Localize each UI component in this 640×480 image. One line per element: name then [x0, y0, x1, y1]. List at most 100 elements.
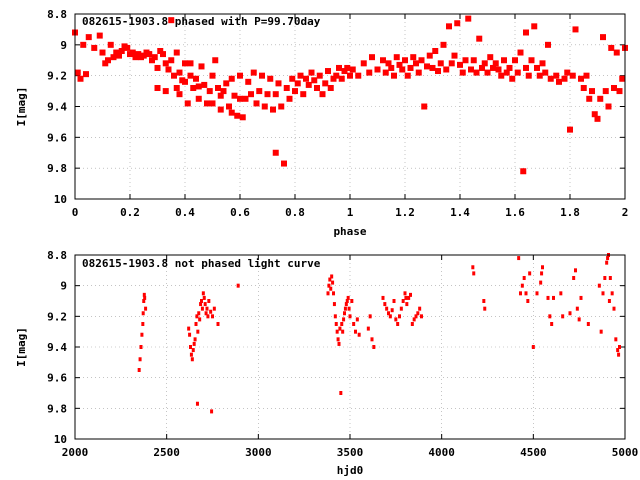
data-point	[407, 64, 414, 71]
data-point	[253, 100, 260, 107]
data-point	[129, 49, 136, 56]
data-point	[146, 51, 153, 58]
data-point	[149, 57, 155, 64]
data-point	[340, 322, 344, 326]
data-point	[189, 352, 193, 357]
data-point	[200, 299, 203, 303]
data-point	[416, 311, 420, 316]
data-point	[396, 61, 403, 68]
data-point	[536, 72, 543, 79]
data-point	[404, 295, 408, 300]
data-point	[190, 85, 197, 91]
plot-frame	[74, 13, 626, 200]
data-point	[559, 291, 563, 296]
data-point	[292, 88, 298, 95]
x-tick-label: 1.6	[505, 206, 525, 219]
data-point	[446, 23, 452, 30]
data-point	[600, 34, 606, 41]
data-point	[190, 357, 194, 362]
data-point	[346, 295, 350, 300]
data-point	[409, 292, 412, 297]
data-point	[574, 268, 577, 273]
data-point	[470, 57, 477, 64]
data-point	[589, 88, 595, 95]
data-point	[479, 64, 485, 71]
data-point	[141, 322, 145, 326]
data-point	[355, 72, 362, 79]
data-point	[344, 302, 348, 307]
y-tick-label: 8.8	[47, 8, 67, 21]
data-point	[344, 64, 351, 71]
data-point	[405, 302, 409, 307]
data-point	[349, 66, 356, 73]
data-point	[512, 57, 518, 64]
data-point	[338, 75, 345, 82]
data-point	[366, 326, 370, 331]
data-point	[372, 345, 376, 349]
data-point	[83, 71, 89, 78]
data-point	[341, 329, 345, 334]
data-point	[490, 64, 496, 71]
data-point	[275, 80, 282, 87]
data-point	[616, 348, 620, 353]
data-point	[142, 299, 146, 303]
data-point	[187, 72, 194, 79]
data-point	[616, 88, 623, 95]
data-point	[327, 85, 334, 91]
data-point	[193, 337, 197, 342]
data-point	[476, 35, 483, 42]
data-point	[413, 60, 419, 67]
data-point	[278, 103, 285, 110]
data-point	[605, 260, 609, 265]
data-point	[168, 17, 175, 24]
data-point	[410, 322, 414, 326]
data-point	[579, 295, 583, 300]
data-point	[110, 54, 117, 61]
data-point	[402, 57, 408, 64]
data-point	[586, 322, 590, 326]
data-point	[597, 95, 604, 102]
data-point	[118, 48, 125, 54]
data-point	[471, 265, 475, 270]
data-point	[352, 322, 356, 326]
y-tick-label: 9.8	[47, 402, 67, 415]
data-point	[297, 72, 304, 79]
data-point	[586, 95, 593, 102]
data-point	[217, 106, 224, 113]
data-point	[294, 80, 301, 87]
data-point	[209, 100, 216, 107]
data-point	[187, 60, 194, 67]
y-tick-label: 9.6	[47, 372, 67, 385]
data-point	[198, 63, 205, 70]
data-point	[242, 95, 249, 102]
x-tick-label: 4000	[428, 446, 455, 459]
data-point	[193, 75, 199, 82]
data-point	[531, 345, 535, 349]
data-point	[228, 109, 235, 116]
data-point	[207, 299, 211, 303]
data-point	[327, 283, 331, 288]
data-point	[197, 311, 201, 316]
data-point	[303, 75, 309, 82]
data-point	[418, 57, 425, 64]
data-point	[195, 83, 202, 90]
data-point	[142, 292, 146, 297]
data-point	[210, 409, 214, 414]
data-point	[399, 66, 406, 73]
data-point	[199, 302, 203, 307]
data-point	[548, 314, 552, 319]
data-point	[614, 337, 618, 342]
data-point	[99, 49, 106, 56]
data-point	[360, 60, 367, 67]
data-point	[612, 306, 616, 311]
data-point	[91, 44, 98, 51]
data-point	[561, 75, 568, 82]
data-point	[483, 306, 487, 311]
data-point	[564, 69, 571, 76]
data-point	[80, 41, 87, 48]
data-point	[342, 317, 346, 322]
data-point	[267, 75, 274, 82]
data-point	[426, 52, 433, 59]
data-point	[333, 72, 340, 79]
panel-title: 082615-1903.8 phased with P=99.70day	[82, 15, 321, 28]
